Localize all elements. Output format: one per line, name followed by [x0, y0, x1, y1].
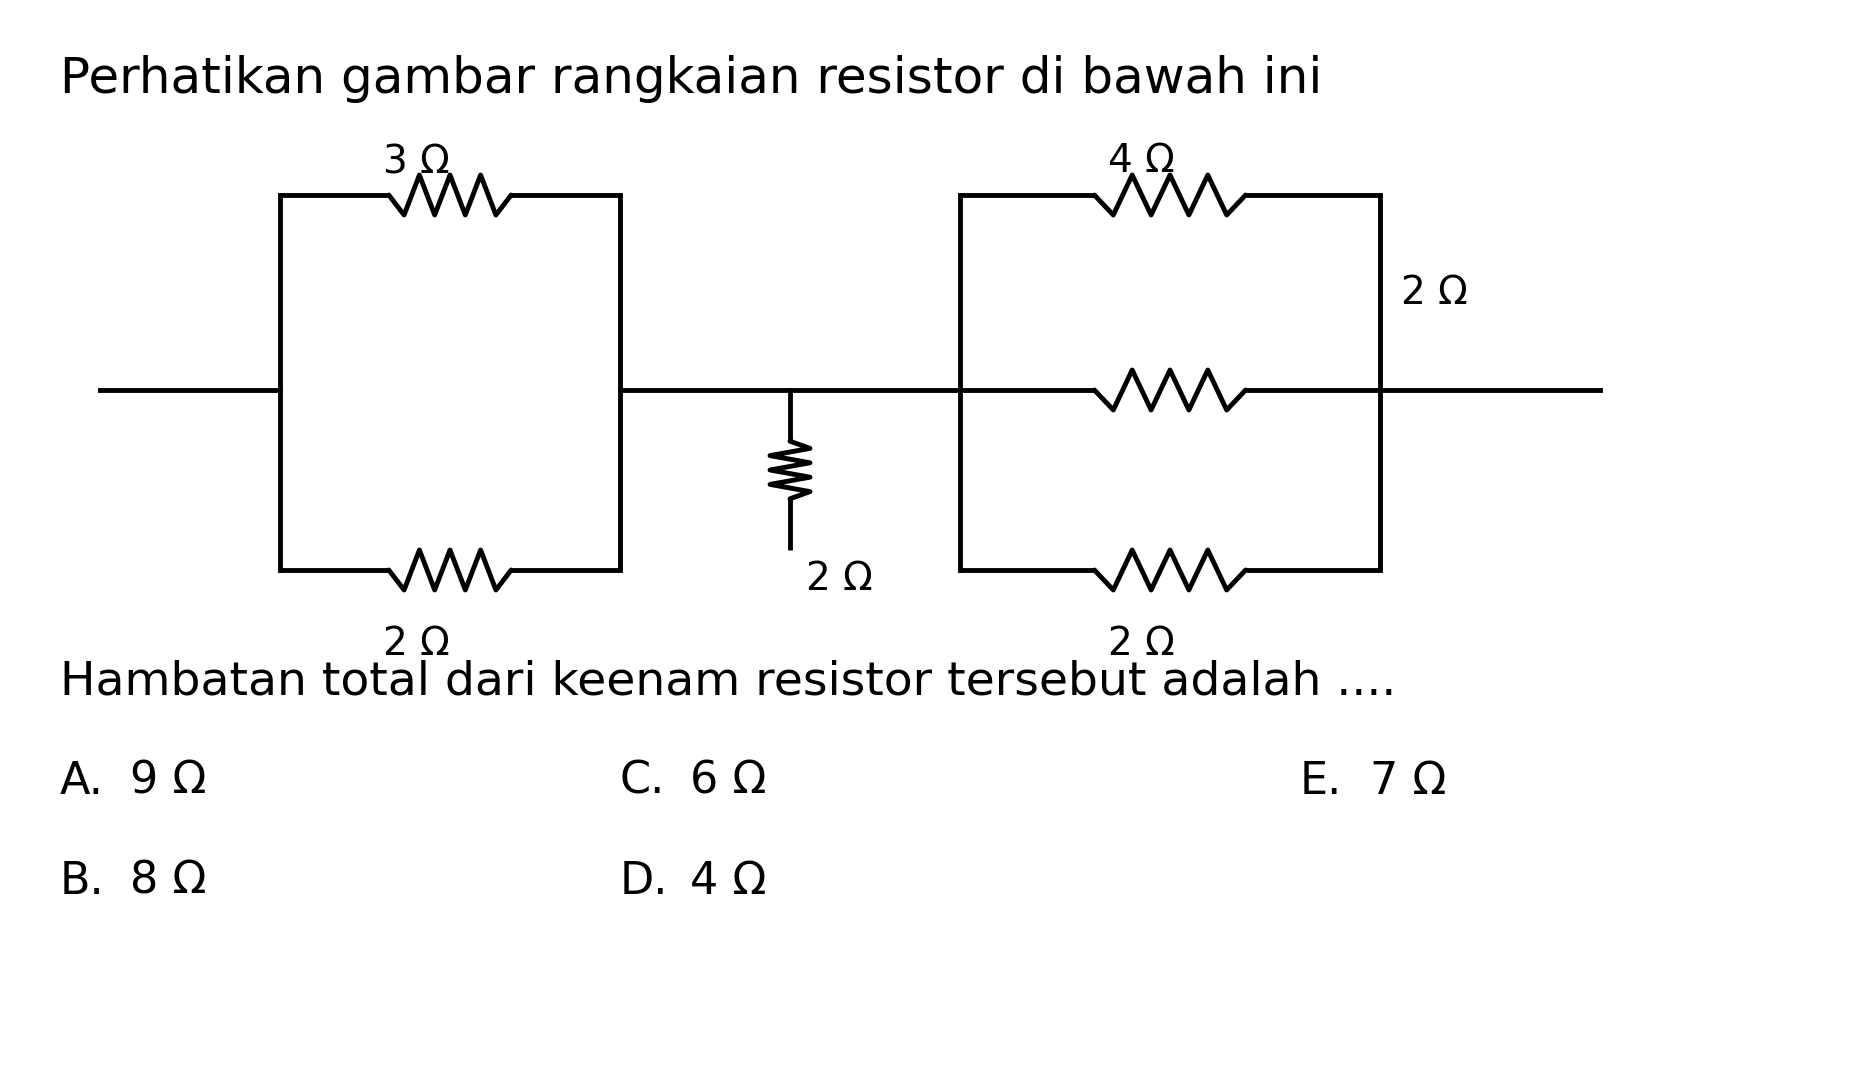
Text: 3 $\Omega$: 3 $\Omega$ [382, 142, 449, 180]
Text: 7 Ω: 7 Ω [1369, 760, 1445, 803]
Text: 2 $\Omega$: 2 $\Omega$ [1106, 625, 1174, 662]
Text: 2 $\Omega$: 2 $\Omega$ [382, 625, 449, 662]
Text: 9 Ω: 9 Ω [130, 760, 206, 803]
Text: Perhatikan gambar rangkaian resistor di bawah ini: Perhatikan gambar rangkaian resistor di … [59, 55, 1321, 103]
Text: A.: A. [59, 760, 104, 803]
Text: 4 Ω: 4 Ω [690, 860, 766, 903]
Text: 8 Ω: 8 Ω [130, 860, 206, 903]
Text: D.: D. [620, 860, 668, 903]
Text: E.: E. [1298, 760, 1341, 803]
Text: Hambatan total dari keenam resistor tersebut adalah ....: Hambatan total dari keenam resistor ters… [59, 660, 1395, 705]
Text: 6 Ω: 6 Ω [690, 760, 766, 803]
Text: C.: C. [620, 760, 664, 803]
Text: B.: B. [59, 860, 104, 903]
Text: 2 $\Omega$: 2 $\Omega$ [1399, 273, 1467, 312]
Text: 2 $\Omega$: 2 $\Omega$ [805, 560, 872, 598]
Text: 4 $\Omega$: 4 $\Omega$ [1106, 142, 1174, 180]
